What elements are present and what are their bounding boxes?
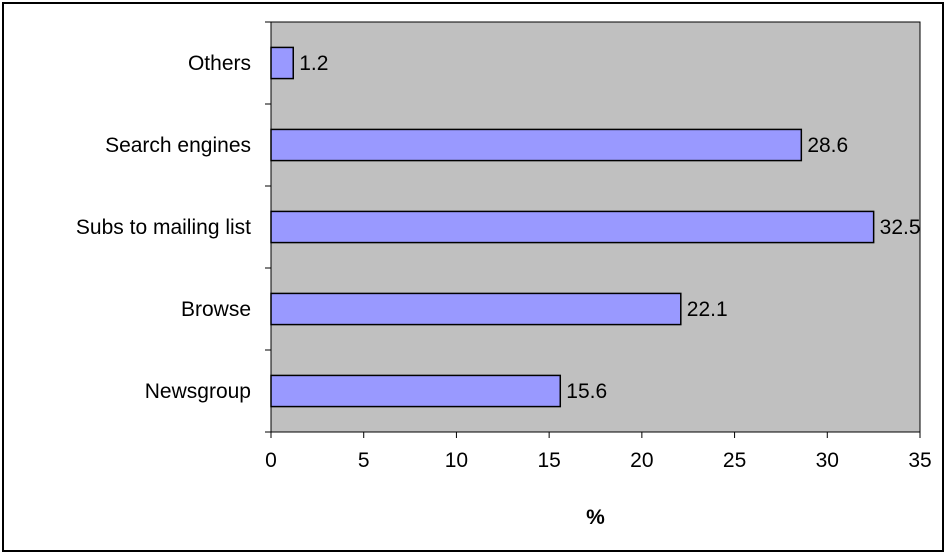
bars-group: 15.6 22.1 32.5 28.6 1.2 <box>270 46 921 408</box>
bar-newsgroup <box>270 374 562 408</box>
data-label: 28.6 <box>807 134 848 157</box>
data-label: 15.6 <box>566 380 607 403</box>
category-label: Newsgroup <box>145 380 251 403</box>
x-tick-label: 30 <box>816 449 839 472</box>
x-axis: 0 5 10 15 20 25 30 35 <box>265 431 932 472</box>
x-tick-label: 20 <box>630 449 653 472</box>
category-label: Search engines <box>105 134 251 157</box>
category-label: Others <box>188 52 251 75</box>
x-tick-label: 5 <box>358 449 370 472</box>
data-label: 22.1 <box>687 298 728 321</box>
data-label: 32.5 <box>880 216 921 239</box>
x-tick-label: 0 <box>265 449 277 472</box>
bar-search-engines <box>270 128 803 162</box>
category-label: Subs to mailing list <box>76 216 251 239</box>
x-tick-label: 15 <box>537 449 560 472</box>
x-tick-label: 10 <box>445 449 468 472</box>
x-tick-label: 25 <box>723 449 746 472</box>
x-tick-label: 35 <box>908 449 931 472</box>
category-label: Browse <box>181 298 251 321</box>
bar-others <box>270 46 295 80</box>
y-axis: Newsgroup Browse Subs to mailing list Searc… <box>76 21 272 433</box>
x-axis-title: % <box>586 506 605 529</box>
bar-subs-to-mailing-list <box>270 210 875 244</box>
bar-browse <box>270 292 682 326</box>
data-label: 1.2 <box>299 52 328 75</box>
